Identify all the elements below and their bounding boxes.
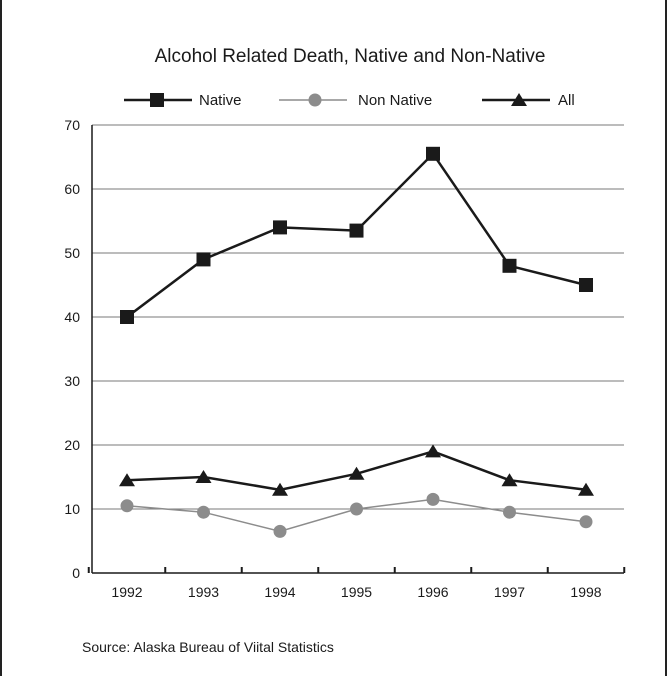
data-point-non-native <box>273 524 287 538</box>
data-point-all <box>272 482 288 496</box>
data-point-non-native <box>579 515 593 529</box>
x-tick-label: 1998 <box>570 584 601 600</box>
data-point-all <box>119 473 135 487</box>
source-note: Source: Alaska Bureau of Viital Statisti… <box>82 639 334 655</box>
square-marker-icon <box>150 93 164 107</box>
data-point-all <box>578 482 594 496</box>
chart-title: Alcohol Related Death, Native and Non-Na… <box>155 46 546 67</box>
x-axis-tick-labels: 1992 1993 1994 1995 1996 1997 1998 <box>111 584 601 600</box>
x-tick-label: 1995 <box>341 584 372 600</box>
series-all <box>119 444 594 496</box>
y-tick-label: 40 <box>64 309 80 325</box>
y-tick-label: 60 <box>64 181 80 197</box>
y-tick-label: 70 <box>64 117 80 133</box>
data-point-native <box>273 220 287 235</box>
legend-item-all: All <box>482 92 575 109</box>
x-tick-label: 1994 <box>264 584 295 600</box>
circle-marker-icon <box>308 93 322 107</box>
x-tick-label: 1992 <box>111 584 142 600</box>
series-non-native <box>120 492 593 538</box>
y-axis-tick-labels: 0 10 20 30 40 50 60 70 <box>64 117 80 581</box>
data-point-native <box>579 278 593 292</box>
y-tick-label: 30 <box>64 373 80 389</box>
legend-item-native: Native <box>124 92 242 109</box>
data-point-non-native <box>350 502 363 516</box>
series-native <box>120 146 593 324</box>
axes <box>87 125 626 574</box>
x-tick-label: 1997 <box>494 584 525 600</box>
y-tick-label: 50 <box>64 245 80 261</box>
triangle-marker-icon <box>511 93 527 106</box>
data-point-all <box>501 473 518 487</box>
x-tick-label: 1996 <box>417 584 448 600</box>
y-tick-label: 0 <box>72 565 80 581</box>
legend-item-non-native: Non Native <box>279 92 432 109</box>
data-point-native <box>502 258 517 273</box>
legend-label-all: All <box>558 92 575 109</box>
series-layer <box>119 146 594 538</box>
y-tick-label: 10 <box>64 501 80 517</box>
y-tick-label: 20 <box>64 437 80 453</box>
data-point-native <box>120 310 134 324</box>
data-point-non-native <box>120 499 134 513</box>
data-point-native <box>426 146 440 161</box>
data-point-non-native <box>426 492 440 506</box>
data-point-native <box>196 252 211 267</box>
data-point-all <box>348 466 365 480</box>
data-point-native <box>349 223 364 238</box>
data-point-all <box>425 444 441 458</box>
legend-label-non-native: Non Native <box>358 92 432 109</box>
legend: Native Non Native All <box>124 92 575 109</box>
data-point-non-native <box>197 505 210 519</box>
legend-label-native: Native <box>199 92 242 109</box>
gridlines <box>92 124 624 510</box>
x-tick-label: 1993 <box>188 584 219 600</box>
data-point-non-native <box>503 505 516 519</box>
data-point-all <box>195 470 212 483</box>
